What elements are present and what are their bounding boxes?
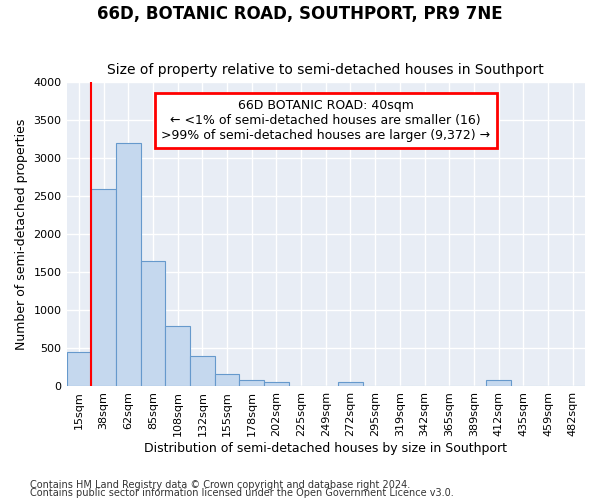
Bar (91, 189, 116, 386)
Text: Contains HM Land Registry data © Crown copyright and database right 2024.: Contains HM Land Registry data © Crown c… (30, 480, 410, 490)
Text: Contains public sector information licensed under the Open Government Licence v3: Contains public sector information licen… (30, 488, 454, 498)
Bar (67, 352, 91, 386)
Title: Size of property relative to semi-detached houses in Southport: Size of property relative to semi-detach… (107, 63, 544, 77)
Bar (239, 380, 264, 386)
Bar (486, 380, 511, 386)
Y-axis label: Number of semi-detached properties: Number of semi-detached properties (15, 118, 28, 350)
Bar (338, 382, 363, 386)
Text: 66D, BOTANIC ROAD, SOUTHPORT, PR9 7NE: 66D, BOTANIC ROAD, SOUTHPORT, PR9 7NE (97, 5, 503, 23)
X-axis label: Distribution of semi-detached houses by size in Southport: Distribution of semi-detached houses by … (144, 442, 507, 455)
Bar (140, 261, 165, 386)
Bar (264, 382, 289, 386)
Text: 66D BOTANIC ROAD: 40sqm
← <1% of semi-detached houses are smaller (16)
>99% of s: 66D BOTANIC ROAD: 40sqm ← <1% of semi-de… (161, 99, 490, 142)
Bar (116, 143, 140, 386)
Bar (190, 356, 215, 386)
Bar (165, 326, 190, 386)
Bar (215, 374, 239, 386)
